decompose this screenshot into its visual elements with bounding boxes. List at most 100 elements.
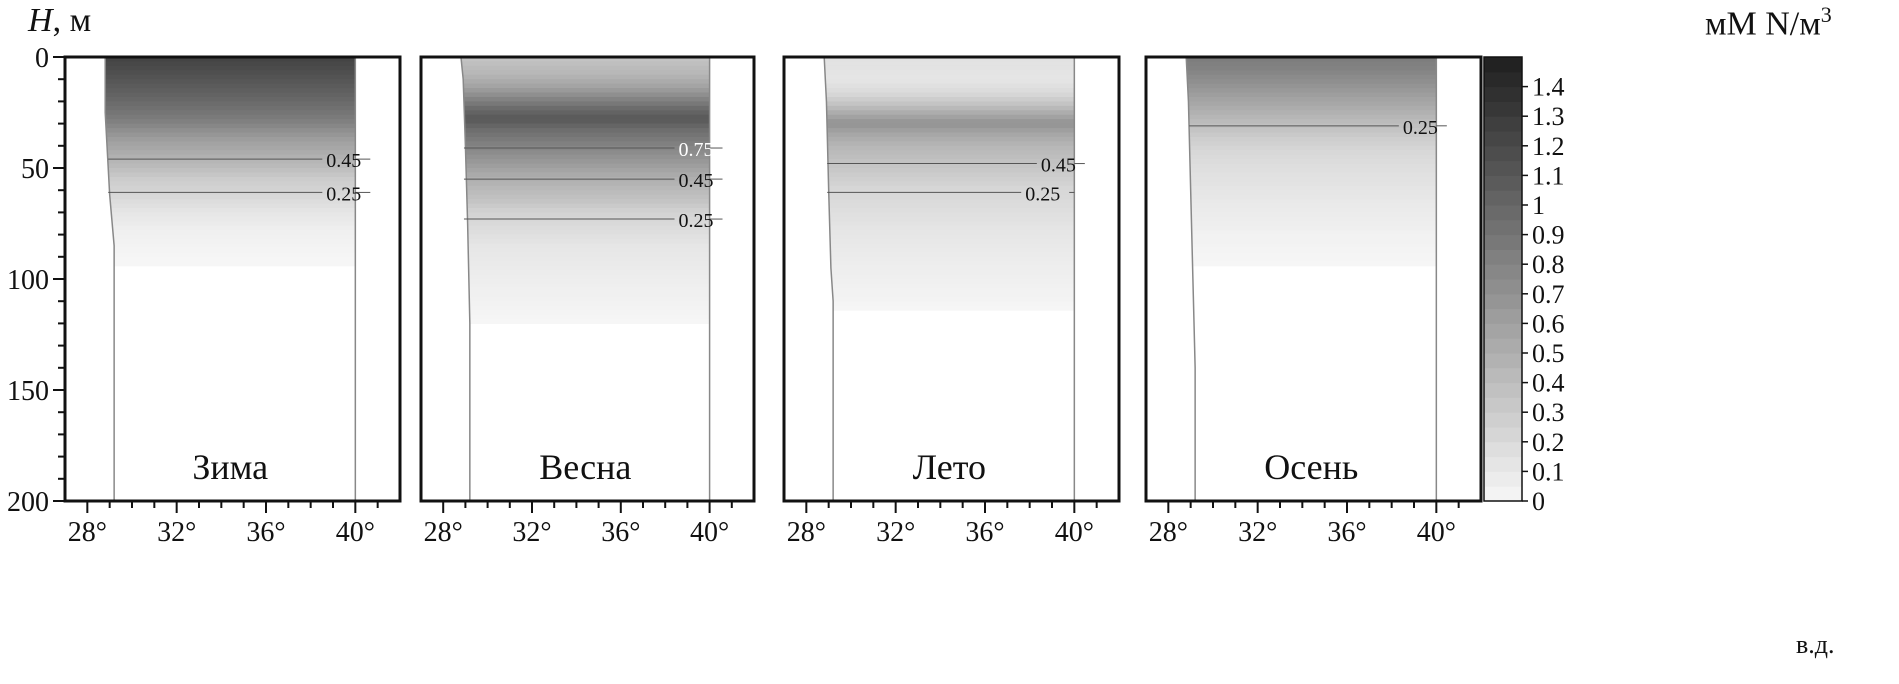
concentration-band (824, 194, 1075, 200)
concentration-band (460, 128, 710, 134)
concentration-band (460, 292, 710, 298)
contour-label: 0.25 (1403, 117, 1438, 139)
concentration-band (1186, 230, 1437, 236)
concentration-band (460, 74, 710, 80)
contour-label: 0.45 (1041, 155, 1076, 177)
concentration-band (824, 243, 1075, 249)
concentration-band (105, 230, 356, 236)
concentration-band (824, 301, 1075, 307)
concentration-band (1186, 154, 1437, 160)
concentration-band (105, 141, 356, 147)
concentration-band (1186, 172, 1437, 178)
concentration-band (1186, 239, 1437, 245)
colorbar-tick-label: 1.3 (1532, 102, 1565, 131)
x-tick-label: 40° (1055, 517, 1094, 548)
concentration-band (460, 70, 710, 76)
colorbar-swatch (1484, 57, 1522, 73)
x-tick-label: 40° (336, 517, 375, 548)
colorbar-tick-label: 1.1 (1532, 161, 1565, 190)
concentration-band (824, 283, 1075, 289)
contour-label: 0.45 (679, 170, 714, 192)
concentration-band (460, 79, 710, 85)
concentration-band (824, 74, 1075, 80)
colorbar-tick-label: 0.6 (1532, 309, 1565, 338)
concentration-band (460, 265, 710, 271)
concentration-band (105, 88, 356, 94)
colorbar-swatch (1484, 175, 1522, 191)
concentration-band (824, 96, 1075, 102)
y-axis-label: H, м (28, 2, 92, 39)
concentration-band (824, 57, 1075, 63)
concentration-band (105, 243, 356, 249)
concentration-band (824, 279, 1075, 285)
coast-mask (65, 57, 115, 501)
concentration-band (105, 101, 356, 107)
concentration-band (105, 96, 356, 102)
concentration-band (460, 141, 710, 147)
y-tick-label: 200 (7, 487, 49, 518)
concentration-band (824, 128, 1075, 134)
x-tick-label: 32° (157, 517, 196, 548)
colorbar-swatch (1484, 86, 1522, 102)
concentration-band (105, 221, 356, 227)
concentration-band (460, 150, 710, 156)
concentration-band (1186, 225, 1437, 231)
concentration-band (824, 65, 1075, 71)
concentration-band (105, 212, 356, 218)
x-tick-label: 36° (601, 517, 640, 548)
concentration-band (824, 207, 1075, 213)
concentration-band (1186, 176, 1437, 182)
concentration-band (460, 314, 710, 320)
colorbar-swatch (1484, 293, 1522, 310)
colorbar-tick-label: 1 (1532, 191, 1545, 220)
colorbar-swatch (1484, 249, 1522, 265)
panel-frame (782, 55, 1121, 503)
concentration-band (1186, 185, 1437, 191)
concentration-band (824, 230, 1075, 236)
y-tick-label: 100 (7, 265, 49, 296)
concentration-band (1186, 221, 1437, 227)
concentration-band (460, 261, 710, 267)
concentration-band (105, 110, 356, 116)
x-tick-label: 28° (1149, 517, 1188, 548)
panel-title: Зима (192, 447, 268, 487)
concentration-band (460, 296, 710, 302)
x-tick-label: 28° (68, 517, 107, 548)
concentration-band (1186, 132, 1437, 138)
concentration-band (460, 105, 710, 111)
concentration-band (460, 203, 710, 209)
coast-boundary-line (823, 56, 834, 501)
x-tick-label: 36° (965, 517, 1004, 548)
concentration-band (824, 216, 1075, 222)
concentration-band (824, 163, 1075, 169)
colorbar-unit: мМ N/м3 (1705, 2, 1832, 43)
concentration-band (460, 65, 710, 71)
concentration-band (460, 279, 710, 285)
panel-2: 0.75 0.45 0.25 28° 32° 36° 40° Весна (419, 55, 756, 548)
concentration-band (1186, 243, 1437, 249)
concentration-band (1186, 92, 1437, 98)
concentration-band (105, 199, 356, 205)
concentration-band (105, 159, 356, 165)
concentration-band (105, 57, 356, 63)
concentration-band (1186, 252, 1437, 258)
concentration-band (824, 88, 1075, 94)
panel-3: 0.45 0.25 28° 32° 36° 40° Лето (782, 55, 1121, 548)
concentration-band (824, 176, 1075, 182)
coast-mask (784, 57, 834, 501)
concentration-band (460, 88, 710, 94)
concentration-band (824, 185, 1075, 191)
concentration-band (1186, 256, 1437, 262)
concentration-band (105, 83, 356, 89)
concentration-band (824, 274, 1075, 280)
concentration-band (460, 185, 710, 191)
concentration-band (460, 61, 710, 67)
concentration-band (460, 181, 710, 187)
concentration-band (105, 70, 356, 76)
concentration-band (1186, 105, 1437, 111)
concentration-band (824, 168, 1075, 174)
y-tick-label: 50 (21, 154, 49, 185)
concentration-band (105, 194, 356, 200)
concentration-band (105, 132, 356, 138)
